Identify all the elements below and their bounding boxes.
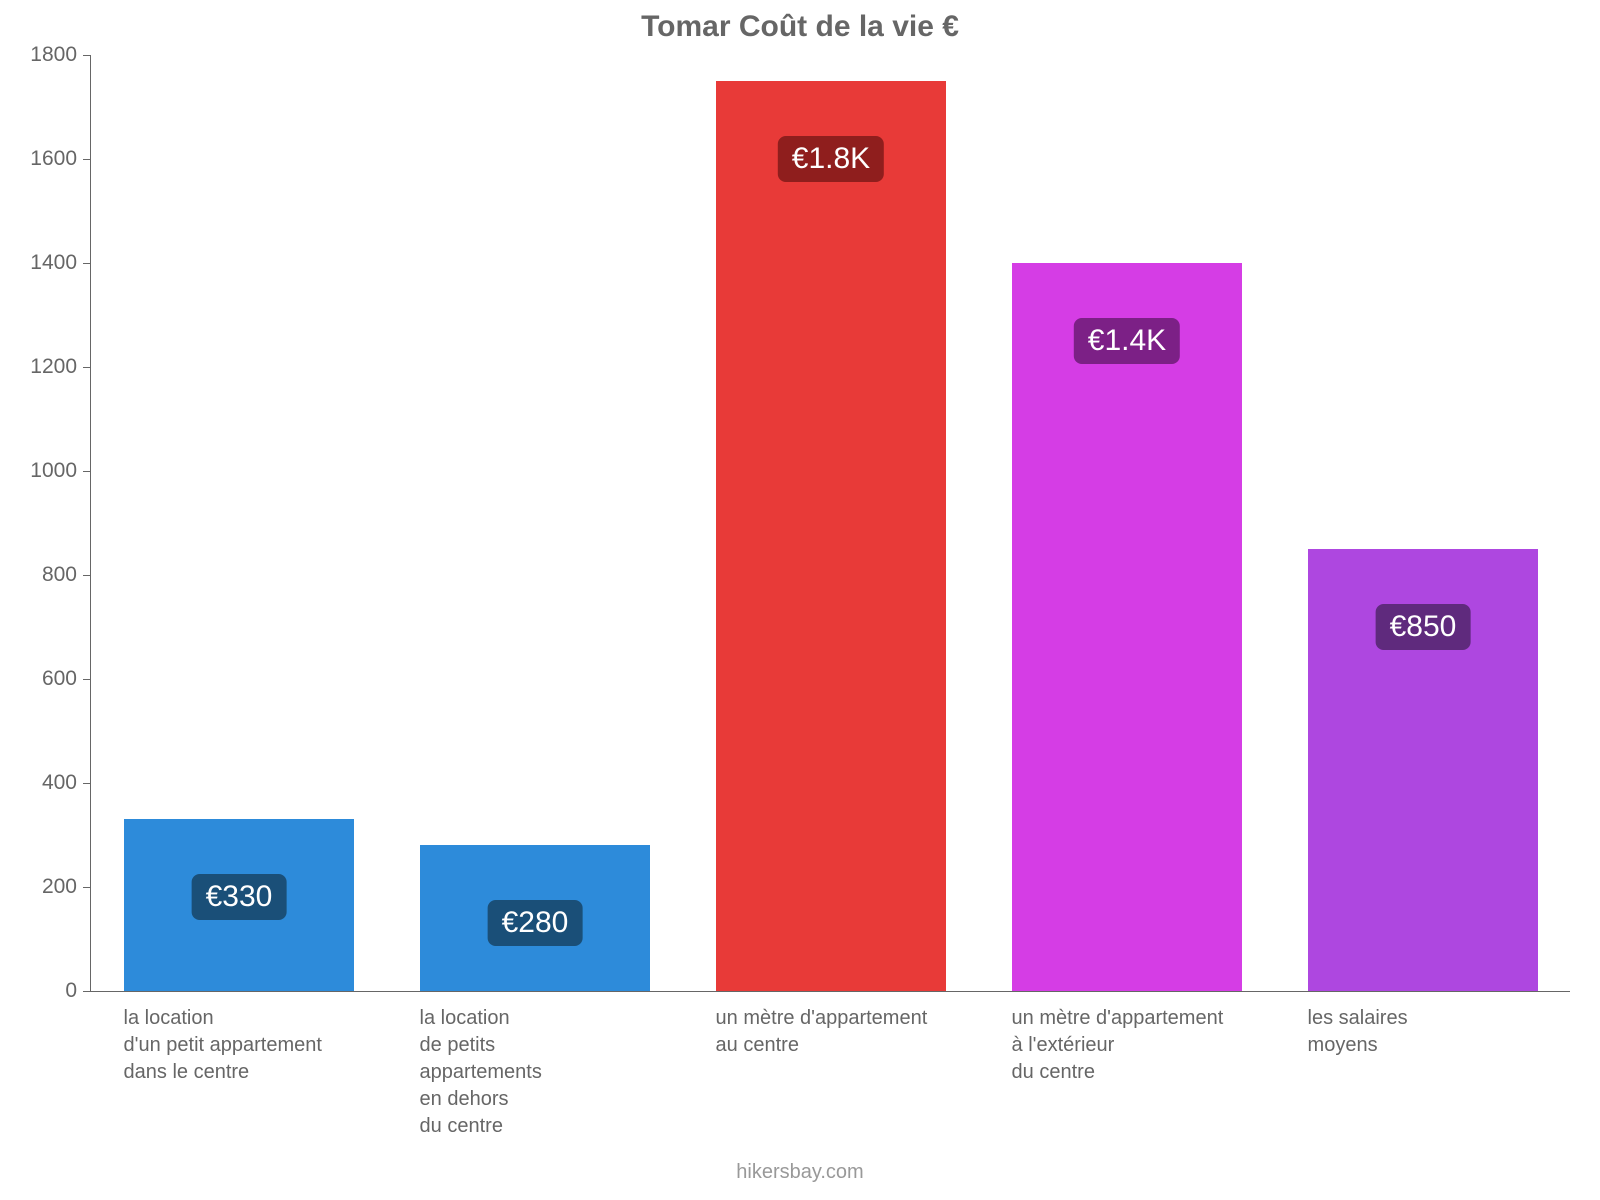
y-axis-tick: 1400 bbox=[30, 251, 91, 275]
y-axis-tick: 0 bbox=[65, 979, 91, 1003]
cost-of-living-chart: Tomar Coût de la vie € 02004006008001000… bbox=[0, 0, 1600, 1200]
bar-value-label: €280 bbox=[488, 900, 583, 946]
x-axis-label: la location de petits appartements en de… bbox=[420, 991, 651, 1140]
y-axis-tick: 800 bbox=[42, 563, 91, 587]
bar-value-label: €1.4K bbox=[1074, 318, 1180, 364]
chart-attribution: hikersbay.com bbox=[0, 1161, 1600, 1184]
bar-value-label: €1.8K bbox=[778, 136, 884, 182]
y-axis-tick: 200 bbox=[42, 875, 91, 899]
bar bbox=[716, 81, 947, 991]
plot-area: 020040060080010001200140016001800€330la … bbox=[90, 56, 1570, 992]
y-axis-tick: 1800 bbox=[30, 43, 91, 67]
x-axis-label: les salaires moyens bbox=[1308, 991, 1539, 1059]
bar-slot: €330la location d'un petit appartement d… bbox=[124, 55, 355, 991]
x-axis-label: un mètre d'appartement à l'extérieur du … bbox=[1012, 991, 1243, 1086]
bar-value-label: €330 bbox=[192, 874, 287, 920]
y-axis-tick: 400 bbox=[42, 771, 91, 795]
bar-slot: €1.8Kun mètre d'appartement au centre bbox=[716, 55, 947, 991]
y-axis-tick: 600 bbox=[42, 667, 91, 691]
bar-slot: €1.4Kun mètre d'appartement à l'extérieu… bbox=[1012, 55, 1243, 991]
y-axis-tick: 1600 bbox=[30, 147, 91, 171]
bar bbox=[1012, 263, 1243, 991]
bar-slot: €280la location de petits appartements e… bbox=[420, 55, 651, 991]
y-axis-tick: 1000 bbox=[30, 459, 91, 483]
bar-value-label: €850 bbox=[1376, 604, 1471, 650]
bar-slot: €850les salaires moyens bbox=[1308, 55, 1539, 991]
x-axis-label: un mètre d'appartement au centre bbox=[716, 991, 947, 1059]
chart-title: Tomar Coût de la vie € bbox=[0, 10, 1600, 44]
y-axis-tick: 1200 bbox=[30, 355, 91, 379]
x-axis-label: la location d'un petit appartement dans … bbox=[124, 991, 355, 1086]
